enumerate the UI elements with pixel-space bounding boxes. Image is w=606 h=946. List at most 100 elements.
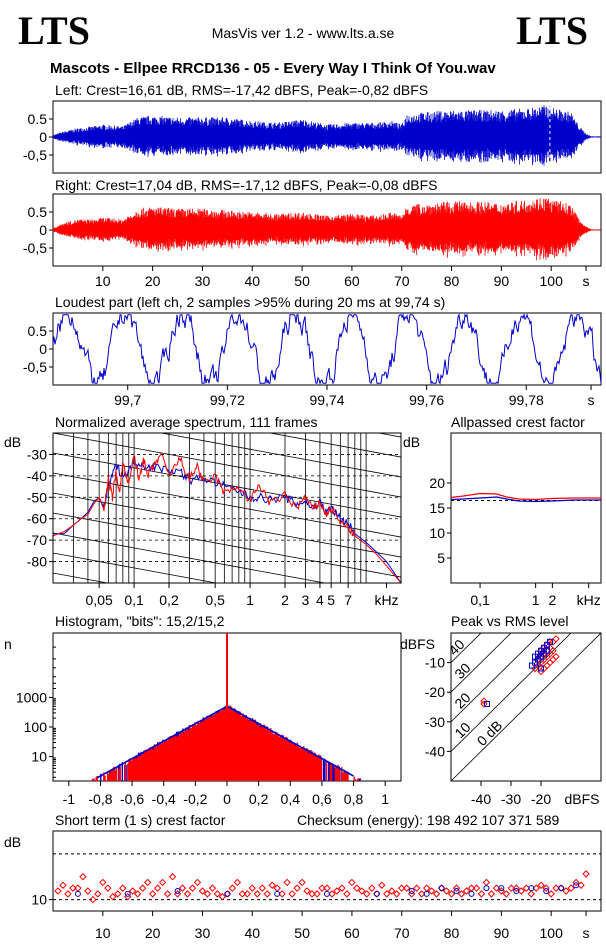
right-waveform-x-tick-label: 10	[95, 273, 111, 289]
spectrum-slope-line	[53, 452, 401, 518]
spectrum-x-tick-label: 7	[344, 592, 352, 608]
short-term-crest-point	[572, 878, 580, 887]
short-term-crest-point	[99, 878, 107, 887]
short-term-crest-point	[388, 887, 396, 895]
short-term-crest-point	[114, 890, 122, 898]
short-term-crest-point	[129, 887, 137, 895]
peak-vs-rms-crest-label: 20	[451, 689, 473, 711]
short-term-crest-point	[119, 884, 127, 892]
spectrum-y-tick-label: -30	[27, 446, 47, 462]
short-term-crest-point	[522, 884, 530, 892]
left-waveform-y-tick-label: 0.5	[28, 111, 48, 127]
peak-vs-rms-crest-line	[451, 633, 482, 664]
right-waveform-x-tick-label: 90	[494, 273, 510, 289]
spectrum-slope-line	[53, 552, 219, 583]
histogram-envelope	[96, 705, 354, 779]
short-term-crest-x-tick-label: 90	[494, 925, 510, 941]
short-term-crest-point	[412, 884, 421, 892]
logo-right: LTS	[516, 8, 588, 53]
right-waveform-x-tick-label: 70	[394, 273, 410, 289]
short-term-crest-point	[213, 890, 222, 898]
loudest-part-x-tick-label: 99,72	[210, 392, 245, 408]
histogram-x-tick-label: 0,2	[249, 791, 269, 807]
short-term-crest-point	[417, 890, 426, 898]
spectrum-slope-line	[53, 532, 327, 583]
allpassed-crest-y-tick-label: 5	[437, 550, 445, 566]
short-term-crest-title: Short term (1 s) crest factor	[55, 812, 226, 828]
short-term-crest-point	[263, 890, 271, 898]
short-term-crest-point	[248, 884, 256, 892]
left-waveform-title: Left: Crest=16,61 dB, RMS=-17,42 dBFS, P…	[55, 82, 429, 98]
short-term-crest-point	[398, 884, 406, 892]
histogram-x-tick-label: -0,6	[120, 791, 144, 807]
right-waveform-x-tick-label: 100	[540, 273, 564, 289]
left-waveform-signal	[52, 105, 601, 166]
peak-vs-rms-xlabel: dBFS	[564, 791, 599, 807]
short-term-crest-point	[353, 884, 361, 892]
short-term-crest-point	[383, 890, 391, 898]
loudest-part-x-tick-label: 99,7	[114, 392, 141, 408]
left-waveform-y-tick-label: 0	[39, 129, 47, 145]
short-term-crest-point	[143, 878, 152, 887]
peak-vs-rms-crest-label: 0 dB	[474, 717, 506, 749]
short-term-crest-point	[577, 881, 585, 889]
short-term-crest-x-tick-label: 80	[444, 925, 460, 941]
allpassed-crest-x-tick-label: kHz	[577, 592, 601, 608]
spectrum-x-tick-label: 4	[316, 592, 324, 608]
spectrum-y-tick-label: -80	[27, 554, 47, 570]
short-term-crest-point	[462, 887, 471, 895]
short-term-crest-point	[54, 887, 62, 895]
short-term-crest-point	[168, 873, 177, 881]
short-term-crest-point	[253, 890, 261, 898]
peak-vs-rms-title: Peak vs RMS level	[451, 613, 569, 629]
short-term-crest-point	[527, 890, 535, 898]
loudest-part-signal	[52, 312, 602, 386]
loudest-part-x-tick-label: 99,74	[309, 392, 344, 408]
short-term-crest-point	[109, 893, 117, 901]
short-term-crest-point	[363, 890, 371, 898]
logo-left: LTS	[18, 8, 90, 53]
peak-vs-rms-x-tick-label: -20	[531, 791, 551, 807]
short-term-crest-point	[148, 890, 157, 898]
short-term-crest-point	[89, 895, 97, 904]
short-term-crest-point	[293, 884, 301, 892]
short-term-crest-point	[438, 885, 445, 892]
short-term-crest-point	[547, 890, 555, 898]
short-term-crest-point	[457, 890, 466, 898]
short-term-crest-point	[482, 878, 491, 887]
short-term-crest-point	[198, 887, 207, 895]
histogram-x-tick-label: 0,4	[281, 791, 301, 807]
short-term-crest-point	[532, 884, 540, 892]
short-term-crest-point	[84, 887, 92, 895]
allpassed-crest-y-tick-label: 15	[429, 500, 445, 516]
short-term-crest-point	[432, 890, 441, 898]
short-term-crest-point	[498, 885, 505, 892]
short-term-crest-point	[542, 884, 550, 892]
short-term-crest-point	[427, 887, 436, 895]
short-term-crest-x-tick-label: 20	[145, 925, 161, 941]
histogram-x-tick-label: 0,6	[312, 791, 332, 807]
peak-vs-rms-frame	[450, 632, 602, 782]
short-term-crest-point	[472, 884, 481, 892]
spectrum-y-tick-label: -70	[27, 532, 47, 548]
short-term-crest-point	[153, 884, 162, 892]
histogram-y-tick-label: 10	[31, 749, 47, 765]
short-term-crest-point	[468, 890, 475, 897]
spectrum-x-tick-label: 0,1	[124, 592, 144, 608]
peak-vs-rms-y-tick-label: -10	[425, 655, 445, 671]
loudest-part-y-tick-label: -0,5	[23, 359, 47, 375]
histogram-x-tick-label: -0,2	[183, 791, 207, 807]
spectrum-slope-line	[159, 433, 401, 478]
short-term-crest-point	[373, 890, 380, 897]
spectrum-x-tick-label: 1	[246, 592, 254, 608]
short-term-crest-point	[158, 878, 167, 887]
short-term-crest-point	[393, 890, 401, 898]
spectrum-slope-line	[53, 313, 401, 377]
short-term-crest-point	[233, 878, 242, 887]
short-term-crest-point	[582, 870, 590, 878]
short-term-crest-point	[492, 884, 501, 892]
short-term-crest-point	[174, 888, 181, 894]
spectrum-x-tick-label: 0,5	[205, 592, 225, 608]
loudest-part-x-tick-label: s	[588, 392, 595, 408]
right-waveform-y-tick-label: -0,5	[23, 240, 47, 256]
